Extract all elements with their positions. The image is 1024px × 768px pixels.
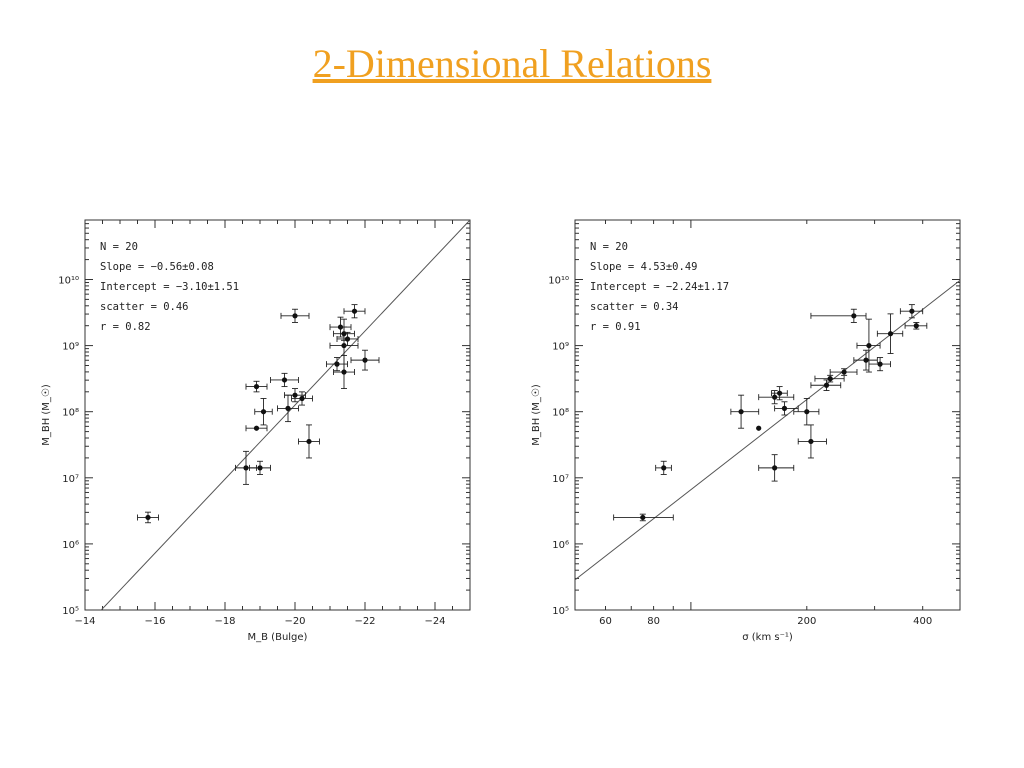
- stats-annotation: N = 20: [100, 241, 138, 253]
- data-point: [253, 383, 260, 390]
- x-tick-label: −20: [284, 616, 305, 627]
- data-point: [362, 357, 368, 363]
- slide-title: 2-Dimensional Relations: [312, 41, 712, 86]
- data-point: [640, 514, 646, 521]
- data-point: [334, 361, 340, 367]
- y-tick-label: 10⁷: [552, 474, 569, 485]
- stats-annotation: r = 0.82: [100, 321, 151, 333]
- data-point: [341, 369, 347, 375]
- y-axis-label: M_BH (M_☉): [531, 384, 542, 446]
- data-point: [306, 438, 312, 445]
- y-tick-label: 10⁵: [62, 606, 79, 617]
- data-point: [772, 465, 778, 471]
- stats-annotation: Slope = 4.53±0.49: [590, 261, 697, 273]
- x-axis-label: σ (km s⁻¹): [742, 632, 793, 643]
- plot-frame: [84, 219, 471, 611]
- data-point: [781, 405, 788, 411]
- y-tick-label: 10⁹: [552, 342, 569, 353]
- stats-annotation: Intercept = −2.24±1.17: [590, 281, 729, 293]
- x-tick-label: −14: [74, 616, 95, 627]
- data-point: [777, 390, 783, 396]
- data-point: [804, 409, 810, 415]
- x-tick-label: 80: [647, 616, 660, 627]
- data-point: [827, 376, 833, 382]
- data-point: [756, 425, 762, 431]
- stats-annotation: scatter = 0.34: [590, 301, 679, 313]
- data-point: [253, 425, 260, 431]
- stats-annotation: r = 0.91: [590, 321, 641, 333]
- y-tick-label: 10⁹: [62, 342, 79, 353]
- stats-annotation: Intercept = −3.10±1.51: [100, 281, 239, 293]
- data-point: [260, 409, 267, 415]
- data-point: [351, 308, 358, 314]
- data-point: [877, 361, 883, 367]
- stats-annotation: scatter = 0.46: [100, 301, 189, 313]
- chart-mbulge-vs-mbh: 10⁵ 10⁶ 10⁷ 10⁸ 10⁹ 10¹⁰ −14 −16 −18 −20 −22 −24 M_B…: [40, 210, 480, 650]
- x-tick-label: −18: [214, 616, 235, 627]
- chart-left-svg: 10⁵ 10⁶ 10⁷ 10⁸ 10⁹ 10¹⁰ −14 −16 −18 −20 −22 −24 M_B…: [41, 219, 471, 643]
- x-tick-label: −16: [144, 616, 165, 627]
- data-point: [337, 324, 344, 330]
- data-point: [344, 336, 351, 342]
- chart-right-svg: 10⁵ 10⁶ 10⁷ 10⁸ 10⁹ 10¹⁰ 60 80 200 400 σ (km s⁻¹) M…: [531, 219, 961, 643]
- data-point: [257, 465, 263, 471]
- x-tick-label: 200: [797, 616, 816, 627]
- y-tick-label: 10⁶: [62, 540, 79, 551]
- x-axis-label: M_B (Bulge): [248, 632, 308, 643]
- chart-sigma-vs-mbh: 10⁵ 10⁶ 10⁷ 10⁸ 10⁹ 10¹⁰ 60 80 200 400 σ (km s⁻¹) M…: [530, 210, 970, 650]
- x-tick-label: −24: [424, 616, 445, 627]
- data-point: [808, 438, 814, 445]
- data-point: [823, 382, 830, 388]
- fit-line: [100, 220, 470, 610]
- y-tick-label: 10⁶: [552, 540, 569, 551]
- data-point: [887, 331, 894, 337]
- data-point: [772, 394, 778, 400]
- data-point: [299, 395, 305, 402]
- stats-annotation: Slope = −0.56±0.08: [100, 261, 214, 273]
- data-point: [909, 308, 915, 314]
- data-point: [841, 369, 847, 375]
- stats-annotation: N = 20: [590, 241, 628, 253]
- data-point: [341, 331, 347, 337]
- x-tick-label: 400: [913, 616, 932, 627]
- y-tick-label: 10⁸: [552, 408, 569, 419]
- y-tick-label: 10⁵: [552, 606, 569, 617]
- data-point: [863, 357, 869, 363]
- y-tick-label: 10¹⁰: [548, 275, 569, 286]
- data-point: [661, 465, 667, 471]
- data-point: [243, 465, 249, 471]
- x-tick-label: −22: [354, 616, 375, 627]
- data-point: [851, 313, 857, 319]
- fit-line: [575, 280, 960, 581]
- data-point: [285, 405, 291, 411]
- data-point: [738, 409, 744, 415]
- data-point: [913, 323, 919, 329]
- data-point: [866, 342, 872, 349]
- data-point: [341, 342, 347, 349]
- data-point: [145, 514, 151, 521]
- x-tick-label: 60: [599, 616, 612, 627]
- data-point: [281, 377, 288, 383]
- y-tick-label: 10⁸: [62, 408, 79, 419]
- y-tick-label: 10⁷: [62, 474, 79, 485]
- plot-frame: [574, 219, 961, 611]
- data-point: [292, 392, 298, 398]
- y-axis-label: M_BH (M_☉): [41, 384, 52, 446]
- y-tick-label: 10¹⁰: [58, 275, 79, 286]
- data-point: [292, 313, 298, 319]
